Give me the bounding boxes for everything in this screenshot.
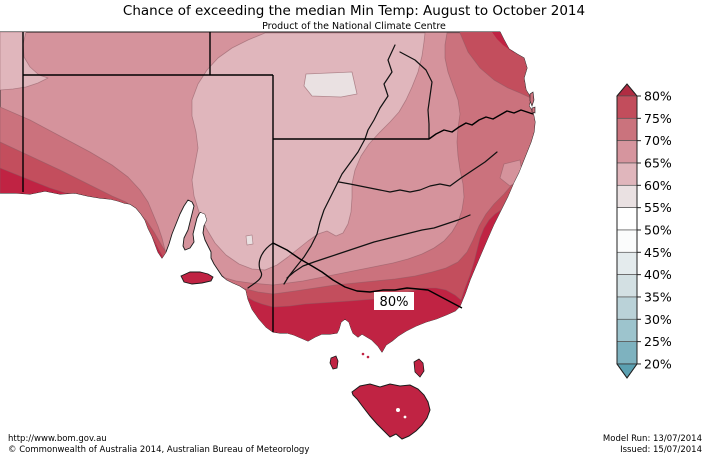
legend-arrow-above-80 (616, 83, 638, 97)
stradbroke-island (531, 106, 536, 114)
legend-color-segment (616, 229, 638, 253)
footer-model-run: Model Run: 13/07/2014 (602, 434, 702, 444)
legend-color-segment (616, 95, 638, 119)
legend-tick-label: 50% (644, 222, 672, 237)
tasmania (351, 383, 431, 440)
legend-tick-label: 55% (644, 200, 672, 215)
river-macquarie (338, 151, 498, 193)
probability-legend: 80% 75% 70% 65% 60% 55% 50% 45% 40% 35% 30% 25% 20% (615, 82, 707, 388)
page-title: Chance of exceeding the median Min Temp:… (122, 3, 586, 19)
bass-strait-islet (366, 355, 370, 359)
legend-tick-label: 75% (644, 111, 672, 126)
band-60-65-central (191, 32, 426, 271)
legend-color-segment (616, 274, 638, 298)
legend-color-segment (616, 117, 638, 142)
tasmania-lake (403, 415, 407, 419)
flinders-island (413, 358, 425, 378)
king-island (329, 355, 339, 370)
legend-arrow-below-20 (616, 363, 638, 379)
legend-tick-label: 20% (644, 356, 672, 371)
legend-color-segment (616, 140, 638, 164)
legend-tick-label: 65% (644, 155, 672, 170)
page-subtitle: Product of the National Climate Centre (262, 21, 446, 32)
band-55-60-small-patch (245, 234, 254, 246)
legend-tick-label: 30% (644, 312, 672, 327)
map-annotation-text: 80% (380, 295, 409, 310)
legend-color-segment (616, 251, 638, 275)
kangaroo-island (180, 271, 214, 285)
legend-color-segment (616, 318, 638, 342)
legend-color-segment (616, 207, 638, 231)
legend-tick-label: 40% (644, 267, 672, 282)
footer-copyright: © Commonwealth of Australia 2014, Austra… (8, 445, 310, 455)
legend-tick-label: 25% (644, 334, 672, 349)
legend-tick-label: 35% (644, 289, 672, 304)
border-qld-nsw-river (428, 109, 534, 140)
moreton-island (529, 91, 535, 107)
river-murrumbidgee (286, 214, 471, 279)
footer-url: http://www.bom.gov.au (8, 434, 107, 444)
footer-issued: Issued: 15/07/2014 (620, 445, 702, 455)
band-55-60-patch (303, 71, 358, 98)
river-darling (283, 44, 396, 285)
river-murray-sa (247, 242, 274, 289)
legend-color-segment (616, 162, 638, 186)
legend-tick-label: 60% (644, 178, 672, 193)
legend-tick-label: 70% (644, 133, 672, 148)
legend-color-segment (616, 184, 638, 208)
bass-strait-islet (361, 352, 365, 356)
border-nsw-vic-murray (272, 242, 463, 309)
river-condamine (399, 51, 433, 140)
tasmania-lake (396, 408, 400, 412)
map-annotation-80pct: 80% (374, 292, 414, 310)
legend-color-segment (616, 341, 638, 365)
legend-tick-label: 45% (644, 245, 672, 260)
legend-color-segment (616, 296, 638, 320)
legend-tick-label: 80% (644, 89, 672, 104)
